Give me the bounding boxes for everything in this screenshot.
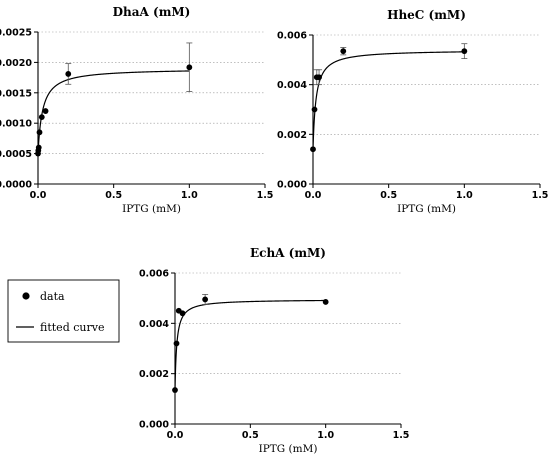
y-tick-label: 0.006 xyxy=(139,269,169,280)
data-point xyxy=(172,387,178,393)
y-tick-label: 0.000 xyxy=(139,420,169,431)
y-tick-label: 0.0025 xyxy=(0,28,32,39)
chart-title-dhaa: DhaA (mM) xyxy=(113,5,191,19)
legend-box xyxy=(7,279,120,343)
y-tick-label: 0.002 xyxy=(139,369,169,380)
data-point xyxy=(202,296,209,303)
data-point xyxy=(173,340,180,347)
data-point xyxy=(65,71,72,77)
legend: data fitted curve xyxy=(7,279,120,343)
chart-panel-dhaa: 0.0000 0.0005 0.0010 0.0015 0.0020 0.0025 0.0 0… xyxy=(0,5,273,215)
data-point xyxy=(179,310,186,317)
legend-marker-data xyxy=(22,292,30,300)
x-tick-label: 1.0 xyxy=(317,430,334,441)
y-tick-label: 0.006 xyxy=(277,31,307,42)
data-point xyxy=(322,299,329,305)
y-tick-label: 0.000 xyxy=(277,180,307,191)
x-tick-label: 0.0 xyxy=(167,430,184,441)
y-tick-label: 0.0005 xyxy=(0,149,32,160)
chart-title-echa: EchA (mM) xyxy=(250,246,326,260)
legend-label-data: data xyxy=(40,290,65,303)
x-axis-label: IPTG (mM) xyxy=(122,203,181,215)
x-tick-label: 1.0 xyxy=(181,190,198,201)
y-tick-label: 0.0015 xyxy=(0,88,32,99)
x-tick-label: 0.0 xyxy=(30,190,47,201)
y-tick-label: 0.004 xyxy=(139,319,169,330)
y-tick-label: 0.0000 xyxy=(0,180,32,191)
x-axis-label: IPTG (mM) xyxy=(259,443,318,455)
x-tick-label: 0.5 xyxy=(380,190,397,201)
data-point xyxy=(310,146,316,153)
data-point xyxy=(38,114,45,121)
data-point xyxy=(36,129,43,136)
x-tick-label: 0.5 xyxy=(105,190,122,201)
data-point xyxy=(186,64,193,71)
x-axis-label: IPTG (mM) xyxy=(397,203,456,215)
chart-panel-hhec: 0.000 0.002 0.004 0.006 0.0 0.5 1.0 1.5 HheC (mM… xyxy=(277,8,548,215)
fitted-curve-line xyxy=(312,51,465,150)
data-point xyxy=(311,106,318,113)
x-tick-label: 1.5 xyxy=(532,190,549,201)
legend-label-fitted-curve: fitted curve xyxy=(40,321,104,334)
data-point xyxy=(42,108,49,114)
y-tick-label: 0.004 xyxy=(277,80,307,91)
y-tick-label: 0.0010 xyxy=(0,119,32,130)
y-tick-label: 0.0020 xyxy=(0,58,32,69)
x-tick-label: 0.0 xyxy=(305,190,322,201)
data-point xyxy=(461,48,468,55)
chart-title-hhec: HheC (mM) xyxy=(387,8,466,22)
fitted-curve-line xyxy=(174,299,326,391)
x-tick-label: 0.5 xyxy=(242,430,259,441)
y-tick-label: 0.002 xyxy=(277,130,307,141)
data-point xyxy=(340,48,347,55)
chart-panel-echa: 0.000 0.002 0.004 0.006 0.0 0.5 1.0 1.5 EchA (mM… xyxy=(139,246,409,455)
fitted-curve-line xyxy=(37,70,190,154)
data-point xyxy=(316,74,322,81)
x-tick-label: 1.5 xyxy=(257,190,274,201)
x-tick-label: 1.0 xyxy=(456,190,473,201)
x-tick-label: 1.5 xyxy=(393,430,410,441)
data-point xyxy=(35,144,42,151)
